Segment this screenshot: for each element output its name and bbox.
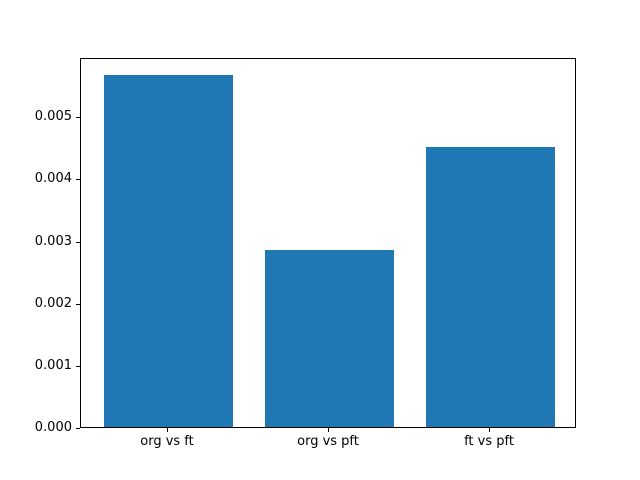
y-axis-tick-mark [76,117,80,118]
x-axis-tick-mark [489,428,490,432]
x-axis-tick-mark [167,428,168,432]
y-axis-tick-label-0.004: 0.004 [34,171,72,186]
y-axis-tick-label-0.003: 0.003 [34,234,72,249]
bar-ft-vs-pft [426,147,555,427]
y-axis-tick-mark [76,428,80,429]
y-axis-tick-label-0.005: 0.005 [34,109,72,124]
x-axis-tick-label-org-vs-pft: org vs pft [297,434,359,449]
bar-org-vs-pft [265,250,394,427]
plot-area [80,58,576,428]
y-axis-tick-mark [76,179,80,180]
y-axis-tick-label-0.000: 0.000 [34,420,72,435]
y-axis-tick-label-0.002: 0.002 [34,296,72,311]
y-axis-tick-mark [76,242,80,243]
y-axis-tick-mark [76,304,80,305]
x-axis-tick-label-ft-vs-pft: ft vs pft [464,434,514,449]
y-axis-tick-mark [76,366,80,367]
y-axis-tick-label-0.001: 0.001 [34,358,72,373]
x-axis-tick-label-org-vs-ft: org vs ft [140,434,194,449]
bar-org-vs-ft [104,75,233,427]
x-axis-tick-mark [328,428,329,432]
